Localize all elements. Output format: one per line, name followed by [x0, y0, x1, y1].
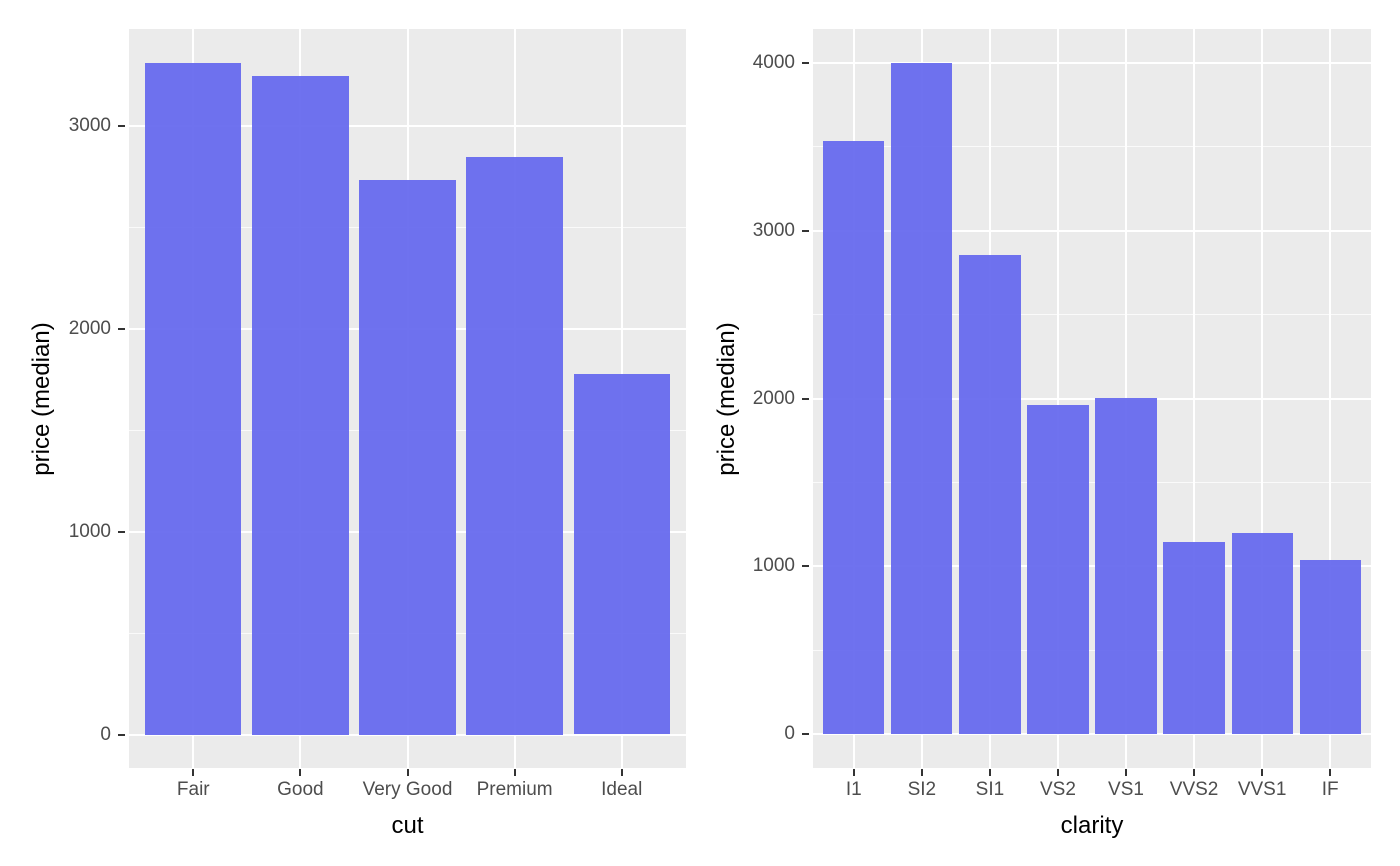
major-gridline-1000	[813, 565, 1371, 568]
x-axis-title: cut	[391, 812, 424, 839]
y-tick-label-3000: 3000	[68, 114, 111, 136]
bar-vvs1	[1231, 532, 1293, 735]
y-tick-label-0: 0	[100, 723, 111, 745]
x-tick-label-vs2: VS2	[1040, 779, 1076, 800]
y-tick-label-2000: 2000	[68, 317, 111, 339]
y-tick-label-4000: 4000	[752, 51, 795, 73]
x-tick-label-vs1: VS1	[1108, 779, 1144, 800]
bar-good	[252, 75, 349, 735]
x-tick-mark-vs2	[1056, 769, 1059, 776]
y-axis-title: price (median)	[713, 321, 740, 476]
y-tick-mark-4000	[802, 61, 809, 64]
y-tick-label-0: 0	[784, 723, 795, 745]
minor-gridline-3500	[813, 146, 1371, 148]
x-tick-mark-good	[299, 769, 302, 776]
bar-very-good	[359, 180, 456, 735]
x-tick-label-ideal: Ideal	[601, 779, 643, 800]
bar-fair	[145, 62, 242, 735]
bar-vvs2	[1163, 542, 1225, 735]
x-tick-mark-ideal	[620, 769, 623, 776]
category-gridline-if	[1329, 29, 1332, 768]
x-tick-mark-very-good	[406, 769, 409, 776]
x-tick-mark-premium	[513, 769, 516, 776]
y-tick-label-2000: 2000	[752, 387, 795, 409]
bar-if	[1299, 559, 1361, 735]
y-tick-mark-2000	[118, 327, 125, 330]
x-tick-mark-i1	[852, 769, 855, 776]
x-axis-title: clarity	[1060, 812, 1124, 839]
x-tick-label-si1: SI1	[975, 779, 1005, 800]
bar-i1	[823, 140, 885, 735]
minor-gridline-2500	[813, 314, 1371, 316]
bar-si1	[959, 254, 1021, 735]
major-gridline-3000	[813, 229, 1371, 232]
x-tick-label-premium: Premium	[476, 779, 553, 800]
minor-gridline-500	[813, 649, 1371, 651]
y-tick-label-3000: 3000	[752, 219, 795, 241]
bar-vs1	[1095, 397, 1157, 735]
x-tick-label-if: IF	[1321, 779, 1339, 800]
x-tick-label-fair: Fair	[176, 779, 210, 800]
y-tick-mark-1000	[118, 530, 125, 533]
x-tick-label-very-good: Very Good	[362, 779, 453, 800]
y-tick-mark-0	[118, 733, 125, 736]
plot-panel	[813, 29, 1371, 768]
bar-vs2	[1027, 405, 1089, 735]
x-tick-label-si2: SI2	[907, 779, 937, 800]
plot-panel	[129, 29, 686, 768]
x-tick-label-i1: I1	[845, 779, 862, 800]
x-tick-label-vvs1: VVS1	[1237, 779, 1287, 800]
y-tick-mark-3000	[118, 124, 125, 127]
major-gridline-4000	[813, 61, 1371, 64]
x-tick-label-good: Good	[277, 779, 324, 800]
x-tick-mark-if	[1329, 769, 1332, 776]
category-gridline-vs2	[1056, 29, 1059, 768]
x-tick-label-vvs2: VVS2	[1169, 779, 1219, 800]
major-gridline-2000	[813, 397, 1371, 400]
y-tick-mark-2000	[802, 397, 809, 400]
x-tick-mark-vvs1	[1261, 769, 1264, 776]
category-gridline-vvs1	[1261, 29, 1264, 768]
bar-premium	[466, 157, 563, 735]
bar-ideal	[573, 374, 670, 735]
y-tick-mark-3000	[802, 229, 809, 232]
x-tick-mark-fair	[192, 769, 195, 776]
y-tick-mark-0	[802, 733, 809, 736]
major-gridline-0	[813, 733, 1371, 736]
y-tick-label-1000: 1000	[68, 520, 111, 542]
minor-gridline-1500	[813, 481, 1371, 483]
x-tick-mark-vs1	[1125, 769, 1128, 776]
x-tick-mark-si1	[988, 769, 991, 776]
x-tick-mark-vvs2	[1193, 769, 1196, 776]
category-gridline-vvs2	[1193, 29, 1196, 768]
bar-si2	[891, 62, 953, 735]
y-tick-label-1000: 1000	[752, 555, 795, 577]
x-tick-mark-si2	[920, 769, 923, 776]
y-tick-mark-1000	[802, 565, 809, 568]
